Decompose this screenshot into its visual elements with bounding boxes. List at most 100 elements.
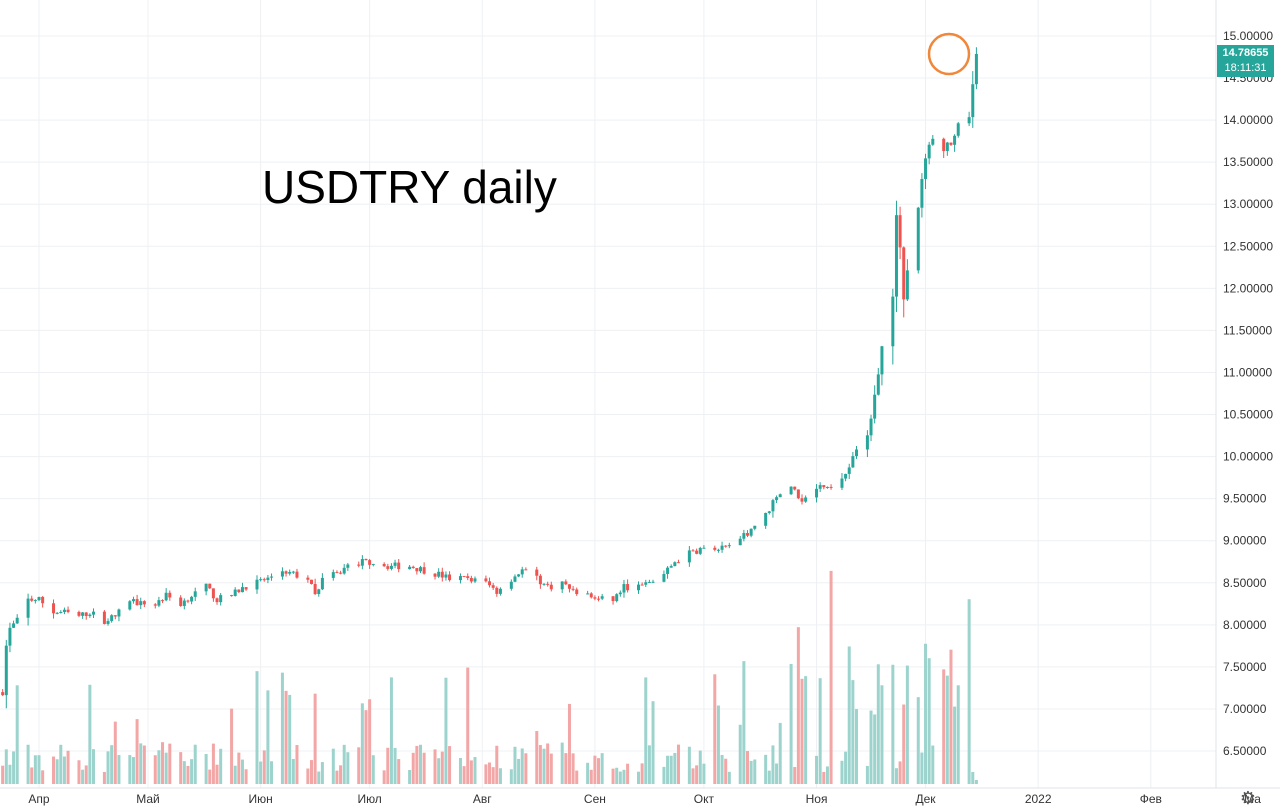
volume-bar [346, 752, 350, 784]
volume-bar [186, 765, 190, 784]
price-tick-label: 6.50000 [1223, 744, 1267, 758]
candle-body [142, 601, 146, 605]
candle-body [666, 567, 670, 574]
candle-body [422, 567, 426, 574]
candle-body [876, 374, 880, 395]
candle-body [702, 547, 706, 549]
price-axis[interactable]: 6.50000 7.00000 7.50000 8.00000 8.50000 9.000… [1223, 29, 1273, 758]
candle-body [822, 485, 826, 488]
volume-bar [542, 748, 546, 784]
candle-body [102, 611, 106, 624]
volume-bar [727, 771, 731, 784]
candle-body [538, 575, 542, 585]
volume-bar [967, 599, 971, 784]
volume-bar [357, 747, 361, 784]
volume-bar [524, 753, 528, 784]
volume-bar [927, 658, 931, 784]
candle-body [873, 394, 877, 419]
volume-bar [41, 770, 45, 784]
volume-bar [215, 764, 219, 784]
volume-bar [695, 765, 699, 784]
candle-body [255, 579, 259, 590]
candle-body [651, 581, 655, 583]
candle-body [498, 588, 502, 594]
candle-body [342, 567, 346, 574]
candle-body [564, 581, 568, 585]
time-axis[interactable]: Апр Май Июн Июл Авг Сен Окт Ноя Дек 2022 Фев Ма [28, 792, 1261, 806]
time-tick-label: Май [136, 792, 160, 806]
candle-body [644, 582, 648, 585]
candle-body [37, 596, 41, 601]
gear-icon[interactable]: ⚙ [1239, 788, 1257, 808]
time-tick-label: Ма [1244, 792, 1261, 806]
candle-body [727, 545, 731, 547]
candle-body [240, 587, 244, 593]
volume-bar [691, 768, 695, 784]
volume-bar [193, 744, 197, 784]
volume-bar [113, 721, 117, 784]
volume-bar [310, 760, 313, 784]
volume-bar [306, 768, 310, 784]
volume-bar [33, 755, 37, 784]
candle-body [135, 599, 139, 606]
candle-body [695, 550, 699, 554]
candle-body [437, 571, 441, 577]
candle-body [771, 500, 775, 512]
volume-bar [687, 746, 691, 784]
volume-bar [753, 759, 757, 784]
candle-body [924, 158, 928, 179]
candle-body [974, 53, 978, 85]
candle-body [237, 589, 241, 593]
volume-bar [593, 755, 597, 784]
candle-body [397, 562, 401, 570]
volume-bar [793, 767, 797, 784]
candle-body [117, 609, 121, 617]
volume-bar [240, 759, 244, 784]
volume-bar [851, 680, 855, 784]
volume-bar [902, 704, 906, 784]
volume-bar [742, 661, 746, 784]
candle-body [157, 600, 161, 606]
volume-bar [789, 663, 793, 784]
candle-body [12, 623, 16, 628]
volume-bar [66, 750, 70, 784]
candle-body [8, 627, 12, 646]
volume-bar [408, 770, 412, 784]
time-tick-label: Дек [916, 792, 937, 806]
volume-bar [865, 765, 869, 784]
volume-bar [796, 627, 800, 784]
candle-body [865, 435, 869, 450]
volume-bar [651, 701, 655, 784]
volume-bar [825, 766, 829, 784]
candle-body [593, 597, 597, 599]
volume-bar [698, 750, 702, 784]
candle-body [916, 207, 920, 271]
volume-bar [662, 766, 666, 784]
candle-body [466, 576, 470, 579]
volume-bar [291, 758, 295, 784]
candle-body [742, 533, 746, 539]
candle-body [77, 611, 81, 616]
candle-body [549, 584, 553, 590]
candle-body [869, 418, 873, 436]
time-tick-label: Фев [1140, 792, 1162, 806]
volume-bar [437, 758, 441, 784]
candle-body [52, 603, 56, 614]
bar-countdown: 18:11:31 [1224, 62, 1267, 74]
candle-body [746, 533, 749, 536]
volume-bar [847, 646, 851, 784]
time-tick-label: Июн [249, 792, 273, 806]
volume-bar [953, 706, 957, 784]
candle-body [266, 577, 270, 580]
volume-bar [135, 719, 139, 784]
volume-bar [317, 771, 321, 784]
candle-body [59, 611, 63, 613]
volume-bar [647, 745, 651, 784]
volume-bar [920, 752, 924, 784]
volume-bar [237, 752, 241, 784]
candle-body [847, 467, 851, 474]
candle-body [945, 142, 949, 152]
price-tick-label: 13.50000 [1223, 155, 1273, 169]
volume-bar [106, 751, 110, 784]
